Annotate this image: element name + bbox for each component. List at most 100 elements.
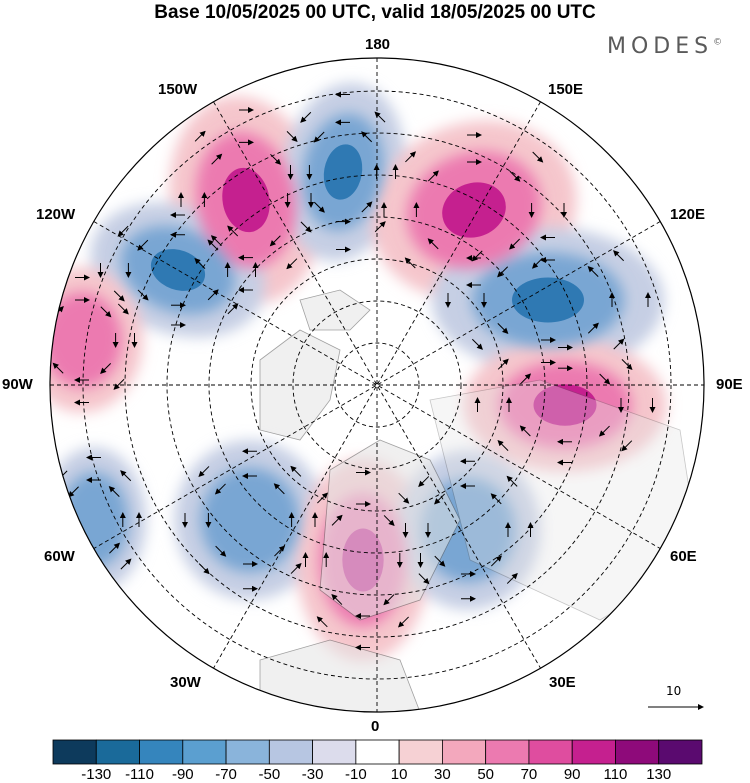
wind-arrow bbox=[214, 483, 226, 495]
wind-arrow bbox=[113, 290, 125, 302]
wind-arrow bbox=[109, 542, 121, 554]
wind-arrow bbox=[490, 555, 502, 567]
brand-text: MODES bbox=[607, 34, 714, 59]
wind-arrow bbox=[418, 573, 430, 585]
wind-arrow bbox=[227, 225, 239, 237]
positive-anomaly-core bbox=[442, 182, 506, 238]
wind-arrow bbox=[67, 486, 79, 498]
wind-arrow bbox=[519, 425, 531, 437]
lon-label-180: 180 bbox=[365, 36, 391, 53]
wind-arrow bbox=[313, 131, 325, 143]
wind-arrow bbox=[471, 250, 483, 262]
wind-arrow bbox=[50, 290, 51, 302]
lon-label-60e: 60E bbox=[670, 548, 697, 565]
wind-arrow bbox=[613, 250, 625, 262]
wind-arrow bbox=[194, 257, 206, 269]
modes-logo: MODES© bbox=[607, 34, 722, 59]
positive-anomaly-core bbox=[533, 384, 597, 426]
wind-arrow bbox=[497, 322, 509, 334]
wind-arrow bbox=[418, 476, 430, 488]
wind-arrow bbox=[207, 239, 219, 251]
wind-arrow bbox=[427, 170, 439, 182]
wind-arrow bbox=[117, 225, 129, 237]
reference-vector-value: 10 bbox=[666, 684, 682, 698]
lon-label-30e: 30E bbox=[549, 674, 576, 691]
wind-arrow bbox=[497, 440, 509, 451]
wind-arrow bbox=[137, 239, 149, 251]
colorbar-tick-label: -10 bbox=[345, 766, 367, 783]
wind-arrow bbox=[50, 378, 51, 390]
wind-arrow bbox=[598, 425, 610, 437]
colorbar-swatch bbox=[615, 739, 660, 765]
colorbar-tick-label: -70 bbox=[215, 766, 237, 783]
wind-arrow bbox=[317, 492, 328, 504]
wind-arrow bbox=[120, 470, 132, 482]
wind-arrow bbox=[599, 373, 611, 385]
wind-arrow bbox=[471, 338, 483, 350]
copyright-mark: © bbox=[713, 37, 723, 48]
lon-label-0: 0 bbox=[371, 718, 380, 735]
colorbar-tick-label: 90 bbox=[563, 766, 581, 783]
lon-label-150w: 150W bbox=[158, 81, 198, 98]
colorbar-swatch bbox=[139, 739, 184, 765]
wind-arrow bbox=[374, 111, 386, 123]
wind-arrow bbox=[273, 483, 285, 495]
wind-arrow bbox=[506, 475, 518, 487]
wind-arrow bbox=[383, 594, 395, 606]
wind-arrow bbox=[52, 362, 64, 374]
wind-arrow bbox=[383, 515, 395, 527]
wind-arrow bbox=[331, 593, 343, 605]
colorbar-tick-label: -110 bbox=[125, 766, 154, 783]
wind-arrow bbox=[300, 111, 312, 123]
negative-anomaly-core bbox=[323, 144, 363, 200]
negative-anomaly-core bbox=[150, 249, 206, 291]
wind-arrow bbox=[405, 151, 417, 163]
lon-label-60w: 60W bbox=[44, 548, 75, 565]
wind-arrow bbox=[497, 358, 509, 370]
colorbar-tick-label: 50 bbox=[477, 766, 494, 783]
colorbar-tick-label: 130 bbox=[646, 766, 672, 783]
colorbar-tick-label: 30 bbox=[434, 766, 451, 783]
wind-arrow bbox=[286, 258, 298, 270]
negative-anomaly-core bbox=[512, 277, 584, 323]
colorbar-tick-label: -50 bbox=[258, 766, 281, 783]
wind-arrow bbox=[532, 151, 544, 163]
wind-arrow bbox=[520, 373, 532, 385]
wind-arrow bbox=[211, 153, 223, 165]
lon-label-150e: 150E bbox=[548, 81, 584, 98]
map-disc bbox=[50, 58, 704, 712]
wind-arrow bbox=[210, 235, 222, 247]
wind-arrow bbox=[509, 170, 521, 182]
colorbar-swatch bbox=[52, 739, 97, 765]
colorbar-swatch bbox=[441, 739, 487, 765]
wind-arrow bbox=[198, 563, 210, 575]
colorbar-swatch bbox=[571, 739, 616, 765]
wind-arrow bbox=[434, 555, 446, 567]
wind-arrow bbox=[108, 486, 120, 498]
colorbar-swatch bbox=[225, 739, 270, 765]
colorbar-swatch bbox=[485, 739, 530, 765]
wind-arrow bbox=[398, 616, 409, 628]
wind-vectors bbox=[50, 91, 656, 651]
positive-anomaly-mid bbox=[50, 292, 122, 388]
wind-arrow bbox=[270, 153, 282, 165]
wind-arrow bbox=[361, 131, 373, 143]
lon-label-30w: 30W bbox=[170, 674, 201, 691]
wind-arrow bbox=[374, 221, 386, 233]
wind-arrow bbox=[621, 359, 633, 370]
wind-arrow bbox=[427, 238, 439, 250]
wind-arrow bbox=[497, 266, 509, 278]
colorbar-swatch bbox=[95, 739, 140, 765]
wind-arrow bbox=[621, 440, 633, 452]
wind-arrow bbox=[506, 572, 518, 584]
europe-land bbox=[319, 439, 461, 621]
colorbar-tick-label: 110 bbox=[603, 766, 628, 783]
wind-arrow bbox=[215, 545, 227, 557]
colorbar-tick-label: -90 bbox=[171, 766, 194, 783]
wind-arrow bbox=[587, 266, 599, 278]
wind-arrow bbox=[286, 131, 298, 143]
negative-anomaly-mid bbox=[200, 467, 300, 573]
wind-arrow bbox=[509, 238, 521, 250]
wind-arrow bbox=[361, 201, 373, 213]
